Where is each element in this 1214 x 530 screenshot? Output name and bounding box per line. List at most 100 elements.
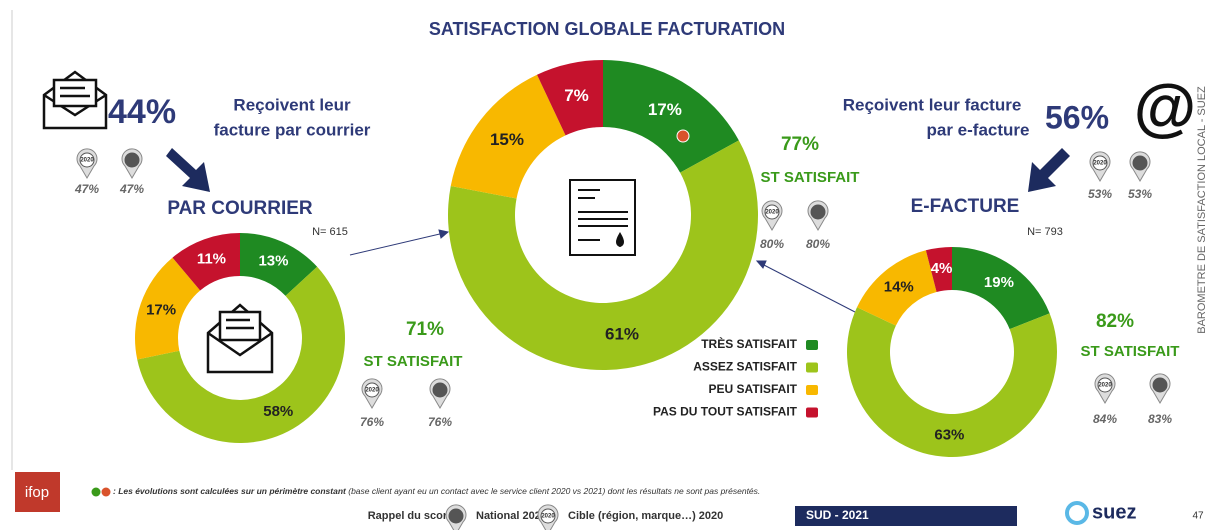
donut-slice bbox=[537, 60, 603, 136]
legend-label: TRÈS SATISFAIT bbox=[701, 336, 797, 351]
brand: suez bbox=[1092, 501, 1136, 523]
pin-face bbox=[810, 204, 826, 220]
value-label: 63% bbox=[934, 426, 964, 443]
donut-slice bbox=[450, 74, 566, 199]
value-label: 7% bbox=[564, 86, 589, 105]
pin-year: 2020 bbox=[1098, 383, 1112, 389]
legend-swatch bbox=[806, 385, 818, 395]
donut-slice bbox=[925, 247, 952, 292]
national: National 2021 bbox=[476, 510, 547, 522]
benchmark: 53% bbox=[1128, 187, 1152, 201]
donut-slice bbox=[240, 233, 318, 296]
donut-slice bbox=[846, 307, 1057, 458]
left-line1: Reçoivent leur bbox=[233, 95, 351, 114]
pin-year: 2020 bbox=[80, 158, 94, 164]
suez-logo bbox=[1065, 501, 1089, 525]
pin-year: 2020 bbox=[1093, 161, 1107, 167]
right-heading: E-FACTURE bbox=[911, 196, 1020, 217]
donut-slice bbox=[856, 250, 937, 326]
arrow bbox=[1028, 148, 1070, 192]
benchmark: 80% bbox=[760, 237, 784, 251]
legend-label: PEU SATISFAIT bbox=[709, 382, 798, 396]
benchmark: 80% bbox=[806, 237, 830, 251]
pin-face bbox=[1152, 377, 1168, 393]
region: SUD - 2021 bbox=[806, 508, 869, 522]
left-share: 44% bbox=[108, 93, 176, 131]
pin-year: 2020 bbox=[765, 210, 779, 216]
donut-slice bbox=[135, 257, 201, 360]
envelope-icon bbox=[206, 303, 274, 374]
st-label: ST SATISFAIT bbox=[1081, 343, 1180, 360]
pin-year: 2020 bbox=[365, 388, 379, 394]
st-value: 77% bbox=[781, 134, 819, 155]
pin-face bbox=[364, 382, 380, 398]
n-label: N= 793 bbox=[1027, 226, 1063, 238]
benchmark: 76% bbox=[428, 415, 452, 429]
benchmark: 47% bbox=[74, 182, 99, 196]
arrow bbox=[166, 148, 210, 192]
value-label: 15% bbox=[490, 130, 524, 149]
donut-slice bbox=[603, 60, 739, 173]
value-label: 19% bbox=[984, 274, 1014, 291]
pin-face bbox=[764, 204, 780, 220]
legend-label: PAS DU TOUT SATISFAIT bbox=[653, 405, 798, 419]
pin-face bbox=[124, 152, 140, 168]
st-label: ST SATISFAIT bbox=[364, 353, 463, 370]
pin-face bbox=[1132, 155, 1148, 171]
value-label: 17% bbox=[648, 100, 682, 119]
pin-face bbox=[540, 508, 556, 524]
donut-slice bbox=[172, 233, 240, 291]
value-label: 4% bbox=[931, 260, 953, 277]
at-icon: @ bbox=[1134, 71, 1196, 143]
st-label: ST SATISFAIT bbox=[761, 169, 860, 186]
legend-label: ASSEZ SATISFAIT bbox=[693, 360, 797, 374]
value-label: 14% bbox=[884, 279, 914, 296]
value-label: 11% bbox=[197, 251, 226, 268]
n-label: N= 615 bbox=[312, 226, 348, 238]
legend-swatch bbox=[806, 407, 818, 418]
down-icon bbox=[101, 487, 111, 497]
connector bbox=[349, 229, 856, 313]
value-label: 17% bbox=[146, 302, 176, 319]
page-number: 47 bbox=[1192, 511, 1204, 522]
donut-slice bbox=[952, 247, 1050, 330]
st-value: 71% bbox=[406, 319, 444, 340]
benchmark: 76% bbox=[360, 415, 384, 429]
right-line2: par e-facture bbox=[927, 120, 1030, 139]
title: SATISFACTION GLOBALE FACTURATION bbox=[429, 19, 785, 39]
benchmark: 83% bbox=[1148, 412, 1172, 426]
pin-face bbox=[448, 508, 464, 524]
left-heading: PAR COURRIER bbox=[167, 198, 313, 219]
benchmark: 53% bbox=[1088, 187, 1112, 201]
pin-face bbox=[79, 152, 95, 168]
donut-slice bbox=[137, 266, 345, 443]
region-box bbox=[795, 506, 1017, 526]
pin-face bbox=[432, 382, 448, 398]
up-icon bbox=[91, 487, 101, 497]
ifop-logo bbox=[15, 472, 60, 512]
value-label: 13% bbox=[258, 252, 288, 269]
evolution-icon bbox=[676, 129, 690, 143]
note-lead: : Les évolutions sont calculées sur un p… bbox=[113, 486, 347, 496]
right-line1: Reçoivent leur facture bbox=[843, 95, 1022, 114]
target: Cible (région, marque…) 2020 bbox=[568, 510, 723, 522]
benchmark: 47% bbox=[119, 182, 144, 196]
bill-icon bbox=[569, 179, 636, 256]
donut-slice bbox=[448, 140, 758, 371]
side-label: BAROMETRE DE SATISFACTION LOCAL - SUEZ bbox=[1196, 86, 1208, 334]
note-rest: (base client ayant eu un contact avec le… bbox=[348, 486, 760, 496]
right-share: 56% bbox=[1045, 99, 1109, 135]
legend-swatch bbox=[806, 362, 818, 373]
legend-swatch bbox=[806, 340, 818, 350]
pin-face bbox=[1097, 377, 1113, 393]
st-value: 82% bbox=[1096, 311, 1134, 332]
value-label: 58% bbox=[263, 403, 293, 420]
pin-face bbox=[1092, 155, 1108, 171]
pin-year: 2020 bbox=[541, 514, 555, 520]
left-line2: facture par courrier bbox=[214, 120, 371, 139]
note: : Les évolutions sont calculées sur un p… bbox=[113, 486, 760, 496]
ifop-text: ifop bbox=[25, 484, 49, 501]
recall: Rappel du score : bbox=[368, 510, 460, 522]
benchmark: 84% bbox=[1093, 412, 1117, 426]
